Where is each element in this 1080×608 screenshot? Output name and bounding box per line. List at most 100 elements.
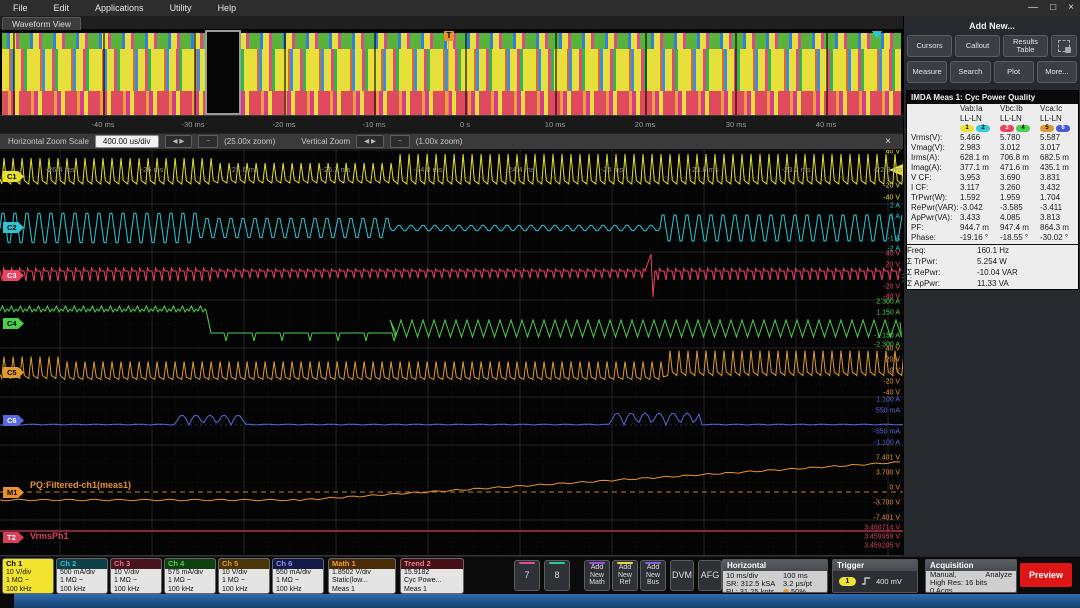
add-new-math-button[interactable]: Add New Math bbox=[584, 560, 610, 591]
summary-label: Σ TrPwr: bbox=[907, 257, 938, 266]
trigger-panel[interactable]: Trigger 1 400 mV bbox=[832, 559, 918, 593]
summary-value: -10.04 VAR bbox=[977, 268, 1018, 277]
horizontal-zoom-factor: (25.00x zoom) bbox=[224, 137, 276, 146]
menu-item-utility[interactable]: Utility bbox=[169, 3, 192, 13]
panel-drag-handle[interactable]: ⋮⋮ bbox=[898, 273, 916, 284]
trend-2-badge[interactable]: Trend 2 15.9182 Cyc Powe... Meas 1 bbox=[400, 558, 464, 594]
acquisition-panel[interactable]: Acquisition Manual, Analyze High Res: 16… bbox=[925, 559, 1017, 593]
badge-line: Cyc Powe... bbox=[404, 577, 442, 585]
channel-3-badge: 3 bbox=[1000, 125, 1014, 132]
trigger-position-icon bbox=[783, 588, 789, 592]
measurement-label: I CF: bbox=[911, 183, 929, 192]
ch-6-badge[interactable]: Ch 6 550 mA/div 1 MΩ ~100 kHz bbox=[272, 558, 324, 594]
channel-badge-c2[interactable]: C2 bbox=[3, 222, 24, 233]
ch-3-badge[interactable]: Ch 3 10 V/div 1 MΩ ~100 kHz bbox=[110, 558, 162, 594]
scale-label: -1.100 A bbox=[873, 439, 900, 447]
overview-time-label: 20 ms bbox=[634, 120, 656, 129]
channel-badge-c1[interactable]: C1 bbox=[3, 171, 24, 182]
add-new-bus-button[interactable]: Add New Bus bbox=[640, 560, 666, 591]
measurement-value: 682.5 m bbox=[1040, 153, 1069, 162]
more-button[interactable]: More... bbox=[1036, 61, 1077, 83]
ch1-trigger-level-arrow-icon[interactable] bbox=[889, 164, 903, 176]
tab-waveform-view[interactable]: Waveform View bbox=[2, 17, 82, 30]
scale-label: -3.700 V bbox=[873, 499, 900, 507]
channel-badge-c5[interactable]: C5 bbox=[3, 367, 24, 378]
scale-label: 550 mA bbox=[875, 407, 900, 415]
maximize-icon[interactable]: □ bbox=[1050, 2, 1057, 13]
measurement-label: Vrms(V): bbox=[911, 133, 943, 142]
8-button[interactable]: 8 bbox=[544, 560, 570, 591]
math-1-badge[interactable]: Math 1 1.8502 V/div Static(low... Meas 1 bbox=[328, 558, 396, 594]
channel-badge-m1[interactable]: M1 bbox=[3, 487, 24, 498]
vertical-zoom-out-icon[interactable]: − bbox=[389, 135, 410, 148]
overview-waveforms-bottom bbox=[2, 91, 901, 115]
badge-line: 1.8502 V/div bbox=[332, 569, 371, 576]
table-row: Vrms(V): 5.466 5.780 5.587 bbox=[907, 133, 1078, 143]
horizontal-zoom-scale-input[interactable]: 400.00 us/div bbox=[94, 135, 159, 148]
minimize-icon[interactable]: — bbox=[1028, 2, 1039, 13]
summary-row: Freq: 160.1 Hz bbox=[907, 245, 1078, 256]
time-label: -23.6 ms bbox=[689, 165, 719, 174]
channel-badge-c6[interactable]: C6 bbox=[3, 415, 24, 426]
channel-badge-c4[interactable]: C4 bbox=[3, 318, 24, 329]
menu-item-file[interactable]: File bbox=[13, 3, 28, 13]
scale-label: -550 mA bbox=[873, 428, 900, 436]
7-button[interactable]: 7 bbox=[514, 560, 540, 591]
channel-1-badge: 1 bbox=[960, 125, 974, 132]
menu-item-edit[interactable]: Edit bbox=[53, 3, 70, 13]
table-row: I CF: 3.117 3.260 3.432 bbox=[907, 183, 1078, 193]
scale-label: -40 V bbox=[883, 293, 900, 301]
zoom-select-button[interactable] bbox=[1051, 35, 1077, 57]
expand-overview-icon[interactable] bbox=[872, 31, 882, 39]
scale-label: 20 V bbox=[885, 261, 900, 268]
add-new-ref-button[interactable]: Add New Ref bbox=[612, 560, 638, 591]
measurement-value: 864.3 m bbox=[1040, 223, 1069, 232]
horizontal-zoom-out-icon[interactable]: − bbox=[198, 135, 219, 148]
trigger-position-marker[interactable]: T bbox=[444, 31, 454, 41]
trigger-level: 400 mV bbox=[876, 576, 902, 586]
overview-gridline bbox=[13, 32, 15, 115]
waveform-plot bbox=[0, 150, 903, 555]
results-table-button[interactable]: Results Table bbox=[1003, 35, 1048, 57]
measurement-label: Imag(A): bbox=[911, 163, 942, 172]
badge-title: Ch 6 bbox=[273, 559, 323, 569]
afg-button[interactable]: AFG bbox=[698, 560, 722, 591]
ch-4-badge[interactable]: Ch 4 575 mA/div 1 MΩ ~100 kHz bbox=[164, 558, 216, 594]
measure-button[interactable]: Measure bbox=[907, 61, 948, 83]
search-button[interactable]: Search bbox=[950, 61, 991, 83]
measurement-value: 3.690 bbox=[1000, 173, 1021, 182]
ch-5-badge[interactable]: Ch 5 10 V/div 1 MΩ ~100 kHz bbox=[218, 558, 270, 594]
channel-badge-t2[interactable]: T2 bbox=[3, 532, 24, 543]
close-zoom-icon[interactable]: × bbox=[885, 136, 891, 147]
ch-1-badge[interactable]: Ch 1 10 V/div 1 MΩ ~100 kHz bbox=[2, 558, 54, 594]
callout-button[interactable]: Callout bbox=[955, 35, 1000, 57]
plot-button[interactable]: Plot bbox=[993, 61, 1034, 83]
menu-item-applications[interactable]: Applications bbox=[95, 3, 144, 13]
badge-title: Math 1 bbox=[329, 559, 395, 569]
measurement-label: Phase: bbox=[911, 233, 936, 242]
vertical-pan-icon[interactable]: ◀ ▶ bbox=[356, 135, 384, 148]
measurement-value: -3.585 bbox=[1000, 203, 1023, 212]
results-header-subs: LL-LN LL-LN LL-LN bbox=[907, 114, 1078, 124]
measurement-value: 435.1 m bbox=[1040, 163, 1069, 172]
zoom-window-box[interactable] bbox=[205, 30, 241, 115]
channel-color-bar bbox=[617, 562, 633, 564]
channel-badge-c3[interactable]: C3 bbox=[3, 270, 24, 281]
badge-line: 100 kHz bbox=[114, 585, 140, 593]
horizontal-pan-icon[interactable]: ◀ ▶ bbox=[164, 135, 193, 148]
menu-item-help[interactable]: Help bbox=[217, 3, 237, 13]
ch-2-badge[interactable]: Ch 2 500 mA/div 1 MΩ ~100 kHz bbox=[56, 558, 108, 594]
dvm-button[interactable]: DVM bbox=[670, 560, 694, 591]
cursors-button[interactable]: Cursors bbox=[907, 35, 952, 57]
close-icon[interactable]: × bbox=[1068, 2, 1074, 13]
measurement-value: 5.466 bbox=[960, 133, 981, 142]
preview-button[interactable]: Preview bbox=[1020, 563, 1072, 587]
window-controls: — □ × bbox=[1028, 1, 1074, 15]
measurement-label: RePwr(VAR): bbox=[911, 203, 959, 212]
channel-color-bar bbox=[549, 562, 565, 564]
results-table-title[interactable]: IMDA Meas 1: Cyc Power Quality bbox=[907, 91, 1078, 104]
horizontal-panel[interactable]: Horizontal 10 ms/div 100 ms SR: 312.5 kS… bbox=[722, 559, 828, 593]
scale-label: 3.459205 V bbox=[864, 542, 900, 550]
badge-line: 100 kHz bbox=[168, 585, 194, 593]
column-name: Vca:Ic bbox=[1040, 104, 1063, 113]
